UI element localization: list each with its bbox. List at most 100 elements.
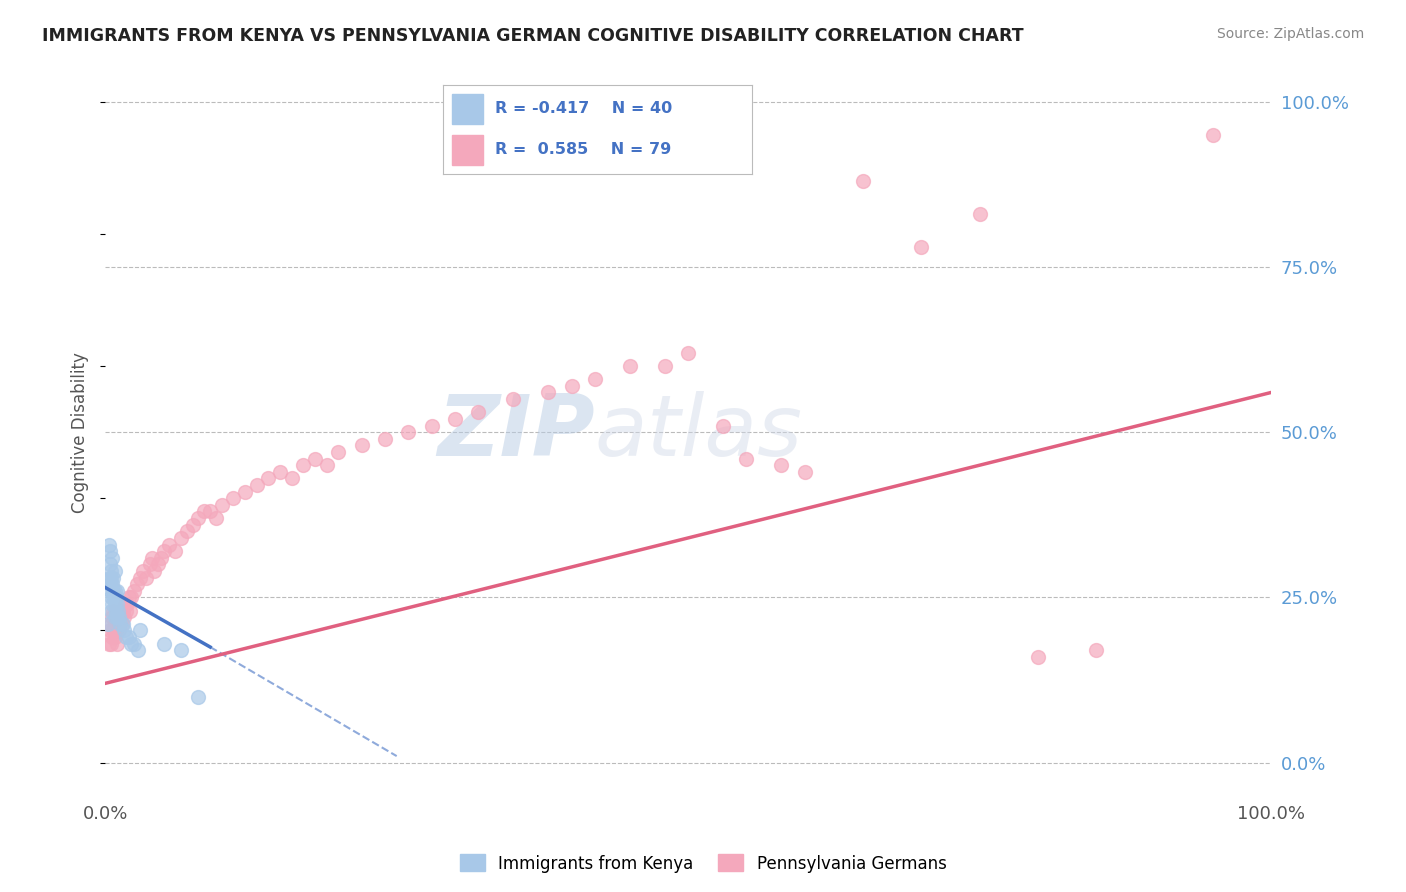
Point: [131, 564, 153, 578]
Point: [735, 451, 758, 466]
Point: [110, 616, 132, 631]
Point: [103, 564, 125, 578]
Point: [138, 558, 160, 572]
Point: [281, 471, 304, 485]
Point: [110, 610, 132, 624]
Point: [125, 577, 148, 591]
Bar: [453, 135, 484, 165]
Point: [170, 643, 193, 657]
Text: R =  0.585    N = 79: R = 0.585 N = 79: [495, 143, 672, 157]
Point: [103, 597, 125, 611]
Point: [98, 558, 121, 572]
Point: [105, 610, 128, 624]
Point: [115, 630, 138, 644]
Point: [124, 583, 146, 598]
Point: [396, 425, 419, 439]
Point: [98, 624, 121, 638]
Point: [619, 359, 641, 373]
Point: [108, 624, 131, 638]
Point: [101, 610, 124, 624]
Point: [315, 458, 337, 473]
Point: [1026, 649, 1049, 664]
Point: [124, 637, 146, 651]
Point: [1085, 643, 1108, 657]
Point: [222, 491, 245, 506]
Point: [328, 445, 350, 459]
Point: [304, 451, 326, 466]
Point: [152, 637, 174, 651]
Point: [107, 604, 129, 618]
Point: [117, 591, 139, 605]
Point: [115, 604, 138, 618]
Point: [135, 571, 157, 585]
Point: [141, 550, 163, 565]
Point: [233, 484, 256, 499]
Point: [165, 544, 187, 558]
Point: [205, 511, 228, 525]
Point: [105, 637, 128, 651]
Point: [170, 531, 193, 545]
Point: [103, 610, 125, 624]
Point: [118, 604, 141, 618]
Point: [103, 583, 125, 598]
Point: [502, 392, 524, 406]
Point: [97, 537, 120, 551]
Y-axis label: Cognitive Disability: Cognitive Disability: [72, 351, 89, 513]
Point: [852, 174, 875, 188]
Text: IMMIGRANTS FROM KENYA VS PENNSYLVANIA GERMAN COGNITIVE DISABILITY CORRELATION CH: IMMIGRANTS FROM KENYA VS PENNSYLVANIA GE…: [42, 27, 1024, 45]
Point: [105, 610, 128, 624]
Point: [108, 610, 131, 624]
Point: [187, 690, 209, 704]
Point: [193, 504, 215, 518]
Point: [257, 471, 280, 485]
Point: [101, 630, 124, 644]
Point: [420, 418, 443, 433]
Point: [103, 630, 125, 644]
Point: [444, 412, 467, 426]
Point: [198, 504, 221, 518]
Point: [120, 591, 142, 605]
Point: [120, 637, 142, 651]
Point: [269, 465, 291, 479]
Point: [793, 465, 815, 479]
Point: [537, 385, 560, 400]
Point: [111, 604, 134, 618]
Point: [96, 616, 118, 631]
Point: [127, 643, 149, 657]
Point: [561, 379, 583, 393]
Point: [211, 498, 233, 512]
Point: [103, 583, 125, 598]
Point: [100, 583, 122, 598]
Point: [654, 359, 676, 373]
Point: [100, 591, 122, 605]
Point: [711, 418, 734, 433]
Point: [910, 240, 932, 254]
Point: [103, 616, 125, 631]
Point: [100, 571, 122, 585]
Point: [583, 372, 606, 386]
Point: [103, 624, 125, 638]
Point: [111, 616, 134, 631]
Text: ZIP: ZIP: [437, 391, 595, 474]
Point: [969, 207, 991, 221]
Text: atlas: atlas: [595, 391, 803, 474]
Point: [97, 637, 120, 651]
Point: [100, 616, 122, 631]
Legend: Immigrants from Kenya, Pennsylvania Germans: Immigrants from Kenya, Pennsylvania Germ…: [453, 847, 953, 880]
Point: [770, 458, 793, 473]
Point: [117, 597, 139, 611]
Point: [350, 438, 373, 452]
Point: [146, 558, 169, 572]
Point: [104, 624, 127, 638]
Point: [129, 571, 152, 585]
Point: [292, 458, 315, 473]
Point: [101, 550, 124, 565]
Point: [129, 624, 152, 638]
Point: [110, 616, 132, 631]
Point: [103, 571, 125, 585]
Point: [103, 591, 125, 605]
Point: [105, 597, 128, 611]
Text: Source: ZipAtlas.com: Source: ZipAtlas.com: [1216, 27, 1364, 41]
Point: [157, 537, 180, 551]
Point: [97, 571, 120, 585]
